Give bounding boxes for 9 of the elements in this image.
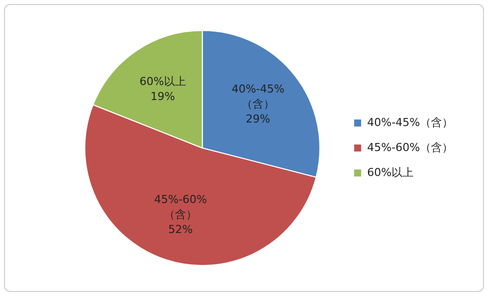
legend-label: 45%-60%（含）: [367, 140, 454, 154]
slice-label: 60%以上: [139, 75, 186, 88]
slice-label: 40%-45%（含）: [232, 82, 284, 111]
legend-label: 60%以上: [367, 166, 414, 179]
slice-label: 45%-60%（含）: [154, 192, 207, 221]
legend-label: 40%-45%（含）: [367, 116, 454, 129]
data-label: 29%: [246, 112, 270, 126]
data-label: 52%: [168, 222, 193, 236]
data-label: 19%: [150, 90, 175, 104]
